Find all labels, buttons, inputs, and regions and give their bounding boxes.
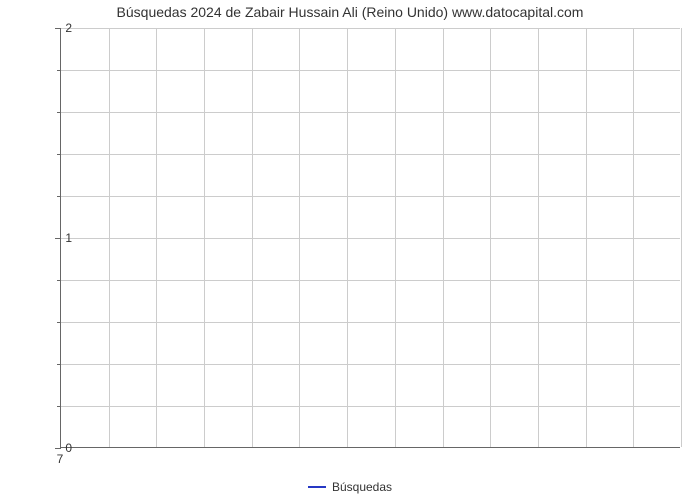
y-tick-minor <box>57 280 61 281</box>
y-tick-major <box>55 448 61 449</box>
y-tick-minor <box>57 154 61 155</box>
gridline-horizontal <box>61 112 680 113</box>
y-axis-label: 1 <box>65 231 72 245</box>
chart-container: Búsquedas 2024 de Zabair Hussain Ali (Re… <box>0 0 700 500</box>
gridline-vertical <box>681 28 682 447</box>
gridline-horizontal <box>61 280 680 281</box>
gridline-horizontal <box>61 364 680 365</box>
gridline-horizontal <box>61 196 680 197</box>
y-tick-minor <box>57 364 61 365</box>
gridline-horizontal <box>61 28 680 29</box>
legend-swatch <box>308 486 326 488</box>
y-tick-minor <box>57 322 61 323</box>
y-axis-label: 2 <box>65 21 72 35</box>
gridline-horizontal <box>61 406 680 407</box>
plot-area <box>60 28 680 448</box>
y-tick-major <box>55 238 61 239</box>
y-tick-major <box>55 28 61 29</box>
y-tick-minor <box>57 406 61 407</box>
y-tick-minor <box>57 196 61 197</box>
x-axis-label: 7 <box>57 452 64 466</box>
gridline-horizontal <box>61 70 680 71</box>
chart-title: Búsquedas 2024 de Zabair Hussain Ali (Re… <box>0 4 700 20</box>
legend-label: Búsquedas <box>332 480 392 494</box>
gridline-horizontal <box>61 322 680 323</box>
gridline-horizontal <box>61 154 680 155</box>
gridline-horizontal <box>61 238 680 239</box>
legend: Búsquedas <box>0 479 700 494</box>
y-tick-minor <box>57 112 61 113</box>
y-tick-minor <box>57 70 61 71</box>
y-axis-label: 0 <box>65 441 72 455</box>
